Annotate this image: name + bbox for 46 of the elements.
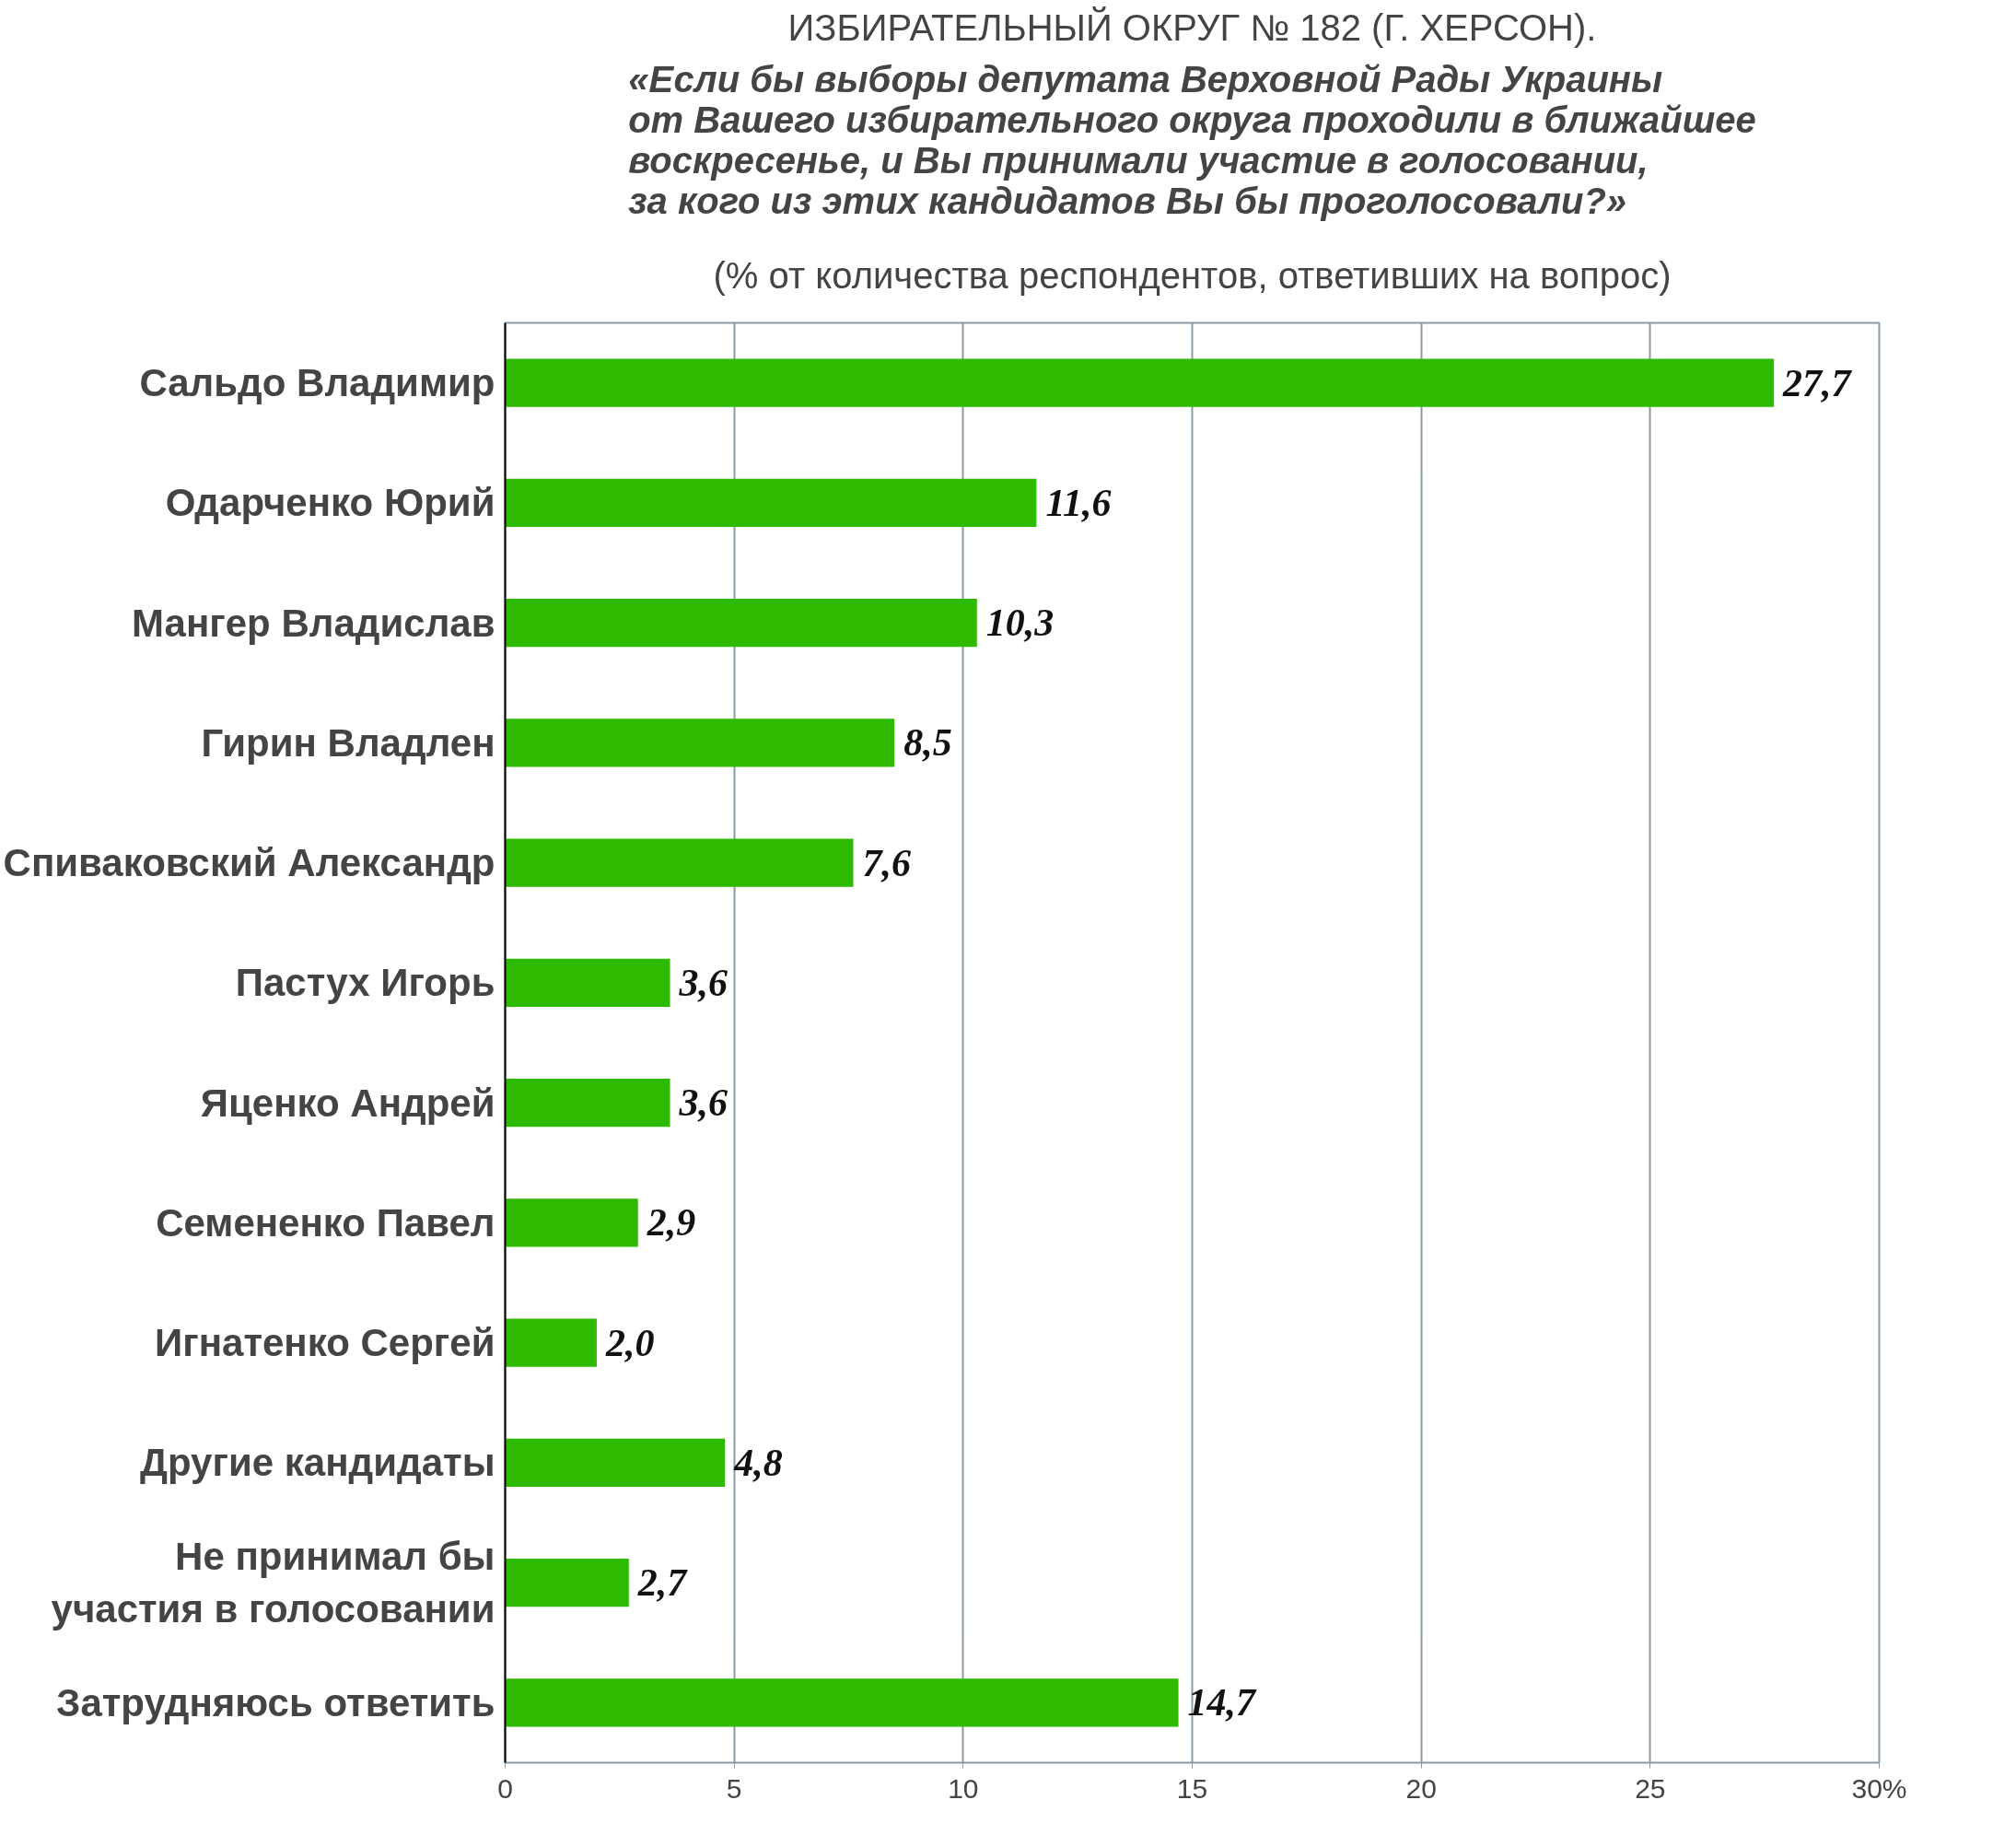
bar — [505, 1318, 597, 1367]
data-label: 2,7 — [636, 1561, 689, 1605]
data-label: 4,8 — [733, 1441, 783, 1484]
y-tick-label: Гирин Владлен — [201, 720, 495, 765]
x-tick-label: 20 — [1405, 1772, 1437, 1804]
x-tick-label: 5 — [726, 1772, 742, 1804]
bar — [505, 1079, 670, 1128]
y-tick-label: Семененко Павел — [156, 1200, 495, 1245]
data-label: 3,6 — [678, 1081, 728, 1125]
bar — [505, 1438, 726, 1487]
bar — [505, 478, 1037, 527]
bar — [505, 1678, 1179, 1727]
data-label: 8,5 — [903, 721, 952, 765]
data-label: 2,9 — [646, 1201, 696, 1245]
bar — [505, 719, 895, 767]
bar — [505, 1198, 638, 1247]
y-tick-label: Сальдо Владимир — [139, 361, 495, 405]
data-label: 14,7 — [1187, 1681, 1258, 1724]
x-tick-label: 0 — [497, 1772, 513, 1804]
bar — [505, 838, 854, 887]
y-tick-label: Яценко Андрей — [200, 1081, 495, 1125]
x-tick-label: 25 — [1635, 1772, 1666, 1804]
data-label: 11,6 — [1045, 481, 1112, 524]
x-tick-label: 10 — [948, 1772, 979, 1804]
y-tick-label: Пастух Игорь — [235, 961, 495, 1005]
data-label: 27,7 — [1782, 361, 1853, 404]
data-label: 3,6 — [678, 961, 728, 1004]
data-label: 2,0 — [604, 1321, 655, 1364]
y-tick-label: Игнатенко Сергей — [154, 1321, 495, 1365]
y-tick-label: Другие кандидаты — [140, 1441, 495, 1485]
y-tick-label: Одарченко Юрий — [165, 481, 495, 525]
bar — [505, 1559, 629, 1607]
chart-title: ИЗБИРАТЕЛЬНЫЙ ОКРУГ № 182 (Г. ХЕРСОН). — [787, 6, 1597, 48]
y-tick-label: Мангер Владислав — [132, 601, 495, 645]
bar — [505, 958, 670, 1007]
y-tick-label: Затрудняюсь ответить — [56, 1680, 495, 1724]
y-tick-label: Не принимал бы участия в голосовании — [51, 1535, 495, 1630]
x-tick-label: 30% — [1851, 1772, 1907, 1804]
bar — [505, 358, 1775, 407]
x-tick-label: 15 — [1176, 1772, 1208, 1804]
bar — [505, 599, 977, 648]
data-label: 7,6 — [862, 841, 911, 884]
text: (% от количества респондентов, ответивших на вопрос) — [713, 254, 1672, 296]
data-label: 10,3 — [985, 602, 1055, 645]
chart-subtitle: «Если бы выборы депутата Верховной Рады Украины от Вашего избирательного округа проходили в ближайшее воскресенье, и Вы принимали участие в голосовании, за кого из этих кандидатов Вы бы проголосовали?» — [628, 58, 1756, 221]
y-tick-label: Спиваковский Александр — [3, 841, 495, 885]
